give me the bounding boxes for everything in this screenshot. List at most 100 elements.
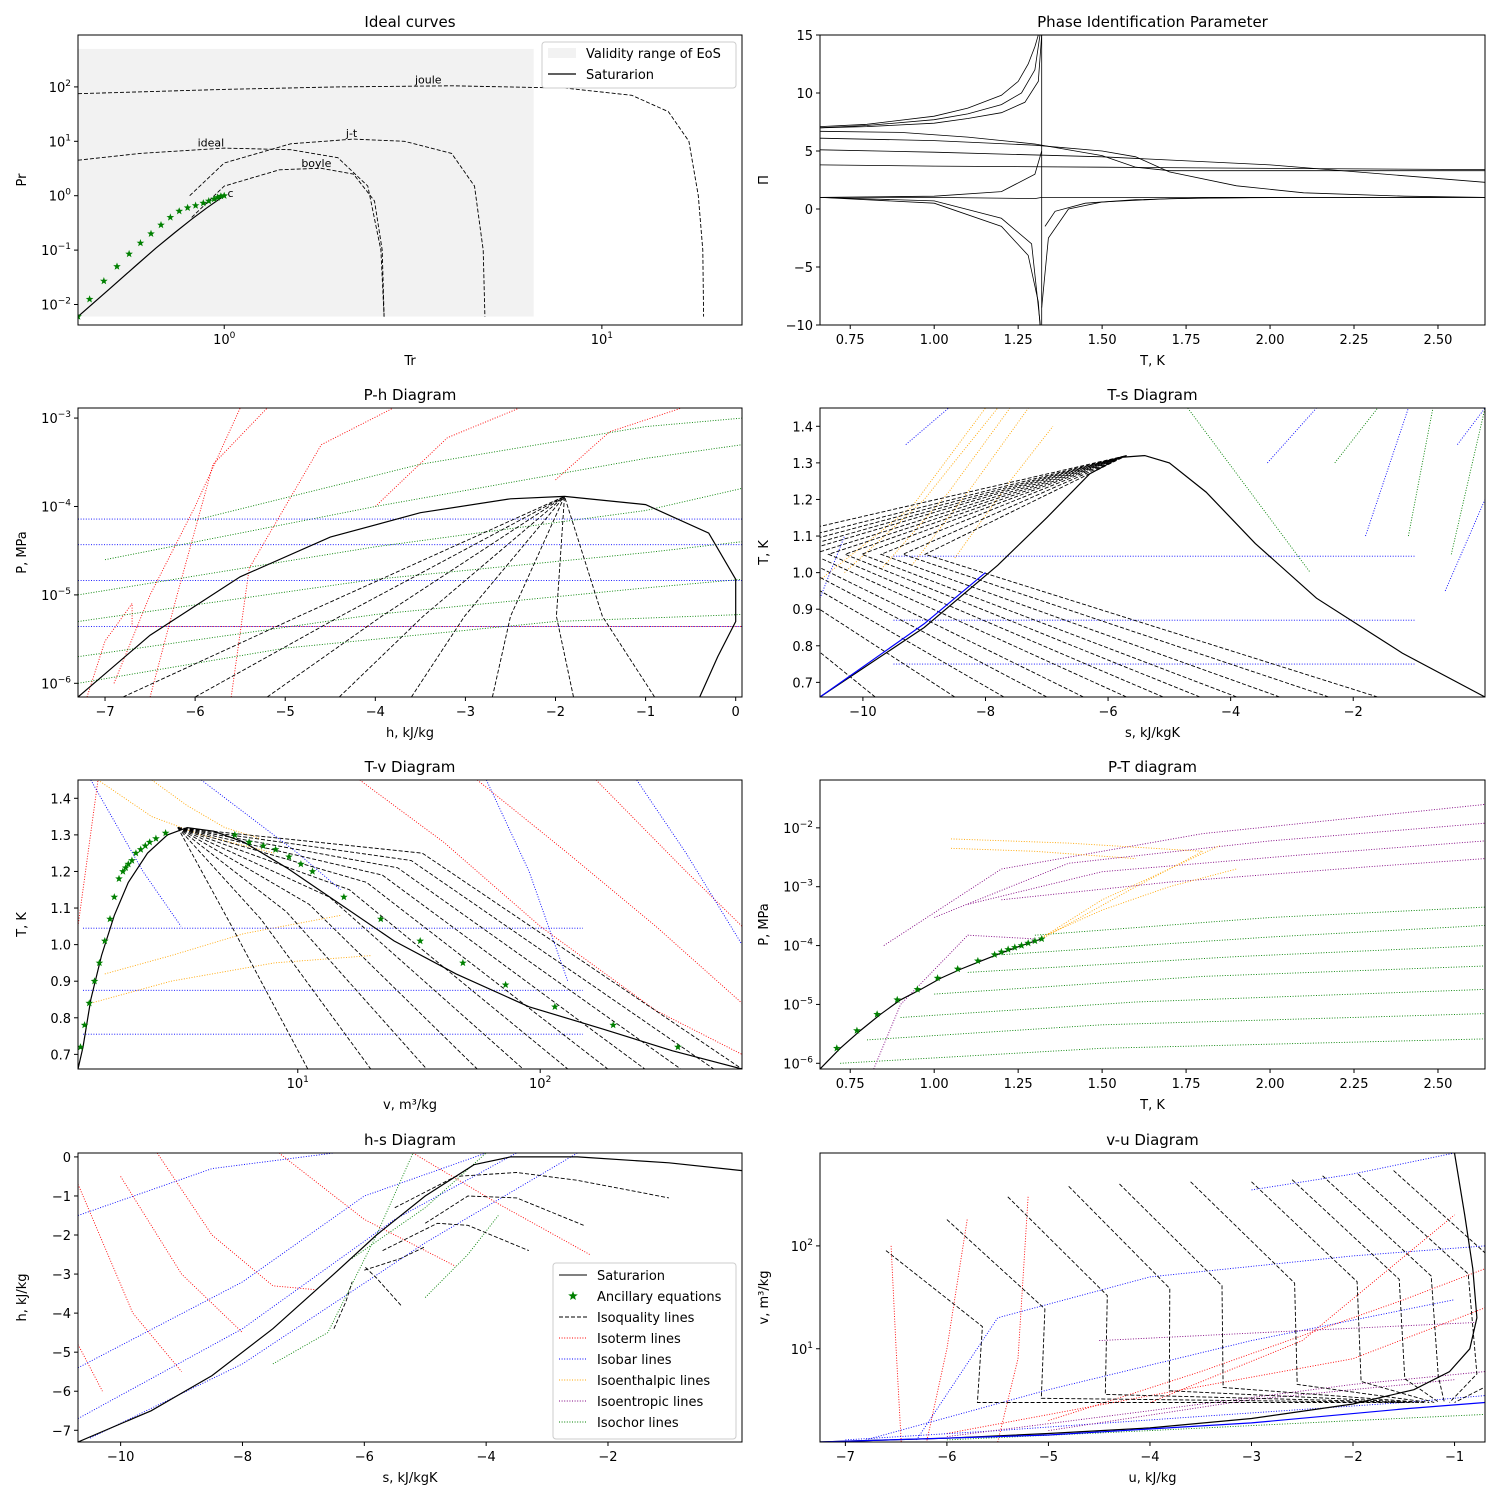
isochor-line	[104, 444, 742, 561]
isenthalpic-line	[911, 408, 1029, 566]
isochor-line	[866, 1013, 1485, 1041]
x-tick-label: 2.50	[1424, 1077, 1453, 1092]
y-tick-label: 102	[49, 79, 71, 96]
x-tick-label: 1.25	[1004, 1077, 1033, 1092]
annotation-boyle: boyle	[301, 157, 331, 170]
y-tick-label: 0.7	[50, 1048, 71, 1063]
isentropic-line	[1048, 1379, 1455, 1432]
ancillary-point	[199, 199, 208, 207]
chart-ideal: joule ideal j-t boyle c Validity range of EoS…	[15, 13, 743, 369]
y-tick-label: 100	[49, 188, 72, 205]
ancillary-point	[85, 295, 94, 303]
isotherm-line	[149, 408, 268, 697]
isobar-line	[845, 1395, 1485, 1441]
x-tick-label: −3	[1242, 1450, 1261, 1465]
y-axis-label: v, m³/kg	[757, 1271, 772, 1325]
y-tick-label: 1.1	[792, 530, 813, 545]
ancillary-point	[161, 829, 170, 837]
isoquality-line	[364, 1246, 426, 1271]
saturation-line	[820, 1153, 1478, 1442]
legend-swatch-ancillary	[568, 1291, 578, 1300]
y-tick-label: 0	[63, 1151, 71, 1166]
x-tick-label: −8	[976, 705, 995, 720]
ancillary-point	[157, 221, 165, 229]
ancillary-point	[166, 213, 175, 221]
x-tick-label: 1.00	[920, 1077, 949, 1092]
isoquality-line	[177, 827, 524, 1069]
isobar-line	[636, 780, 742, 945]
ancillary-point	[377, 915, 385, 923]
chart-title: P-h Diagram	[364, 386, 457, 404]
y-tick-label: −3	[52, 1268, 71, 1283]
isoquality-line	[177, 827, 309, 1069]
isoquality-line	[820, 455, 1127, 697]
plot-area	[78, 780, 742, 1069]
x-axis-label: u, kJ/kg	[1128, 1471, 1176, 1486]
annotation-j-t: j-t	[345, 127, 358, 140]
x-tick-label: 1.50	[1088, 1077, 1117, 1092]
isenthalpic-line	[151, 780, 261, 839]
isoquality-line	[1190, 1181, 1430, 1403]
axes-frame	[77, 34, 743, 326]
isoquality-line	[1119, 1183, 1425, 1403]
y-axis-label: Π	[757, 175, 772, 185]
x-tick-label: −4	[366, 705, 385, 720]
isoquality-line	[333, 1281, 353, 1329]
ancillary-point	[245, 838, 253, 846]
axes-frame	[819, 407, 1486, 698]
x-axis-label: T, K	[1139, 354, 1165, 369]
isobar-line	[78, 1153, 517, 1419]
x-tick-label: 1.50	[1088, 333, 1117, 348]
isoquality-line	[879, 455, 1280, 697]
y-tick-label: 1.0	[792, 567, 813, 582]
pip-series	[820, 35, 1043, 129]
y-tick-label: 1.0	[50, 939, 71, 954]
isoquality-line	[946, 1219, 1409, 1403]
isenthalpic-line	[950, 847, 1136, 860]
pip-series	[1044, 197, 1485, 227]
y-tick-label: 10−2	[783, 820, 813, 837]
x-tick-label: −6	[355, 1450, 374, 1465]
ancillary-point	[416, 937, 424, 945]
isentropic-line	[934, 822, 1485, 918]
ancillary-point	[141, 841, 150, 850]
isotherm-line	[555, 408, 682, 481]
isoquality-line	[177, 827, 715, 1069]
isotherm-line	[595, 780, 742, 927]
chart-hs: Saturarion Ancillary equations Isoquality …	[15, 1131, 743, 1486]
x-tick-label: −4	[1221, 705, 1240, 720]
pip-series	[820, 130, 1485, 172]
ancillary-point	[893, 995, 902, 1003]
x-tick-label: −2	[546, 705, 565, 720]
isotherm-line	[412, 1153, 590, 1255]
x-tick-label: −1	[1445, 1450, 1464, 1465]
ancillary-point	[271, 845, 280, 853]
ancillary-point	[551, 1002, 559, 1010]
isochor-line	[194, 417, 742, 521]
chart-vu: v-u Diagram −7 −6 −5 −4 −3 −2 −1 101 102 u, kJ/kg v…	[757, 1131, 1486, 1486]
y-tick-label: 1.2	[792, 493, 813, 508]
isenthalpic-line	[950, 838, 1203, 852]
isobar-line	[1251, 1153, 1455, 1191]
legend-label: Isoenthalpic lines	[597, 1374, 710, 1389]
ancillary-point	[933, 974, 942, 982]
isochor-line	[351, 1153, 487, 1259]
x-axis-label: h, kJ/kg	[386, 726, 434, 741]
plot-area	[820, 408, 1485, 697]
axes-frame	[819, 34, 1486, 326]
ancillary-point	[145, 838, 154, 846]
x-tick-label: −8	[233, 1450, 252, 1465]
annotation-c: c	[227, 187, 233, 200]
isochor-line	[1034, 906, 1485, 936]
ancillary-point	[95, 958, 104, 967]
x-axis-label: s, kJ/kgK	[382, 1471, 438, 1486]
plot-area	[820, 35, 1485, 325]
isobar-line	[865, 1299, 1455, 1441]
ancillary-point	[78, 1043, 85, 1051]
ancillary-point	[997, 947, 1006, 956]
y-tick-label: 1.4	[792, 420, 813, 435]
isoquality-line	[1393, 1170, 1485, 1403]
ancillary-point	[974, 956, 982, 965]
ancillary-point	[119, 867, 127, 875]
ancillary-point	[136, 239, 145, 247]
